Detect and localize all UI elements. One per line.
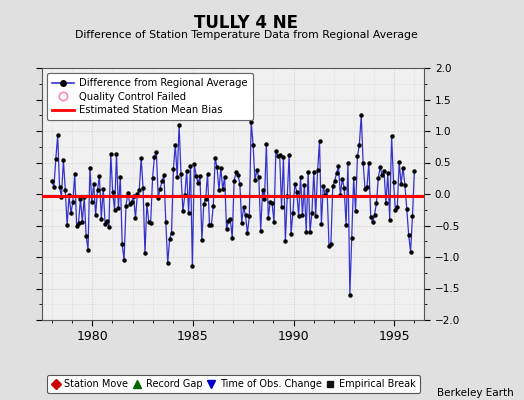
- Legend: Station Move, Record Gap, Time of Obs. Change, Empirical Break: Station Move, Record Gap, Time of Obs. C…: [47, 375, 420, 393]
- Legend: Difference from Regional Average, Quality Control Failed, Estimated Station Mean: Difference from Regional Average, Qualit…: [47, 73, 253, 120]
- Text: TULLY 4 NE: TULLY 4 NE: [194, 14, 298, 32]
- Text: Difference of Station Temperature Data from Regional Average: Difference of Station Temperature Data f…: [75, 30, 418, 40]
- Text: Berkeley Earth: Berkeley Earth: [437, 388, 514, 398]
